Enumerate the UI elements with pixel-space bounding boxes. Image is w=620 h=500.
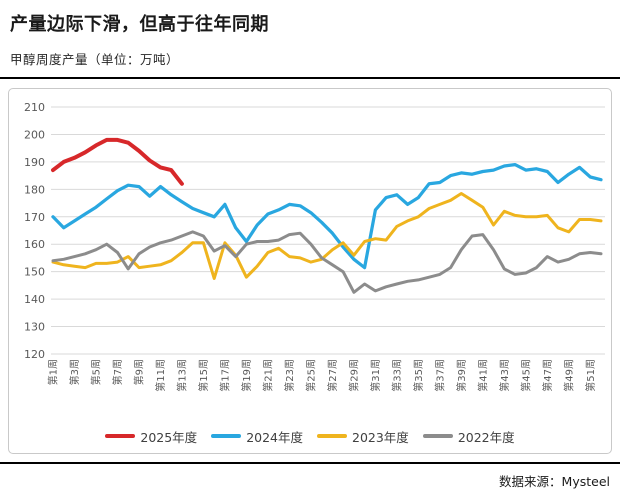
x-axis-label-week-39: 第39周 (455, 359, 468, 392)
x-axis-label-week-51: 第51周 (584, 359, 597, 392)
x-axis-label-week-33: 第33周 (390, 359, 403, 392)
x-axis-label-week-3: 第3周 (68, 359, 81, 385)
x-axis-label-week-21: 第21周 (261, 359, 274, 392)
x-axis-label-week-27: 第27周 (326, 359, 339, 392)
legend-item-2023年度: 2023年度 (317, 427, 409, 446)
top-divider (0, 77, 620, 79)
y-axis-label-130: 130 (24, 321, 45, 334)
y-axis-label-200: 200 (24, 128, 45, 141)
y-axis-label-140: 140 (24, 293, 45, 306)
x-axis-label-week-37: 第37周 (433, 359, 446, 392)
x-axis-label-week-1: 第1周 (47, 359, 60, 385)
x-axis-label-week-47: 第47周 (541, 359, 554, 392)
legend-label-2023年度: 2023年度 (352, 429, 409, 445)
bottom-divider (0, 462, 620, 464)
legend-swatch-2025年度 (105, 434, 136, 438)
x-axis-label-week-45: 第45周 (519, 359, 532, 392)
y-axis-label-120: 120 (24, 348, 45, 361)
series-line-2022年度 (51, 230, 603, 294)
x-axis-label-week-9: 第9周 (132, 359, 145, 385)
page-title: 产量边际下滑，但高于往年同期 (10, 14, 269, 35)
x-axis-label-week-5: 第5周 (89, 359, 102, 385)
x-axis-label-week-13: 第13周 (175, 359, 188, 392)
x-axis-label-week-41: 第41周 (476, 359, 489, 392)
y-axis-label-150: 150 (24, 266, 45, 279)
x-axis-label-week-43: 第43周 (498, 359, 511, 392)
series-line-2025年度 (51, 137, 184, 186)
chart-legend: 2025年度 2024年度 2023年度 2022年度 (9, 423, 611, 449)
legend-label-2025年度: 2025年度 (140, 429, 198, 445)
series-line-2023年度 (51, 192, 603, 280)
y-axis-label-170: 170 (24, 211, 45, 224)
x-axis-label-week-49: 第49周 (562, 359, 575, 392)
x-axis-label-week-15: 第15周 (197, 359, 210, 392)
y-axis-label-180: 180 (24, 183, 45, 196)
x-axis-label-week-19: 第19周 (240, 359, 253, 392)
x-axis-label-week-31: 第31周 (369, 359, 382, 392)
x-axis-label-week-11: 第11周 (154, 359, 167, 392)
series-line-2024年度 (51, 162, 603, 270)
x-axis-label-week-17: 第17周 (218, 359, 231, 392)
y-axis-label-210: 210 (24, 101, 45, 114)
legend-item-2025年度: 2025年度 (105, 427, 197, 446)
legend-item-2022年度: 2022年度 (422, 427, 515, 446)
legend-label-2022年度: 2022年度 (457, 429, 515, 445)
x-axis-label-week-35: 第35周 (412, 359, 425, 392)
y-axis-label-190: 190 (24, 156, 45, 169)
legend-swatch-2023年度 (317, 434, 347, 438)
legend-swatch-2024年度 (211, 434, 242, 438)
chart-subtitle: 甲醇周度产量（单位：万吨） (10, 52, 180, 67)
legend-swatch-2022年度 (422, 434, 453, 438)
x-axis-label-week-23: 第23周 (283, 359, 296, 392)
chart-canvas: 120130140150160170180190200210第1周 第3周 第5周第… (24, 101, 605, 392)
legend-label-2024年度: 2024年度 (246, 429, 303, 445)
x-axis-label-week-7: 第7周 (111, 359, 124, 385)
x-axis-label-week-29: 第29周 (347, 359, 360, 392)
chart-panel: 120 130 140 150 160 170 180 190 200 210 第1周 第3周 第5周第… (8, 88, 612, 454)
data-source-label: 数据来源：Mysteel (499, 474, 610, 489)
y-axis-label-160: 160 (24, 238, 45, 251)
x-axis-label-week-25: 第25周 (304, 359, 317, 392)
legend-item-2024年度: 2024年度 (211, 427, 303, 446)
